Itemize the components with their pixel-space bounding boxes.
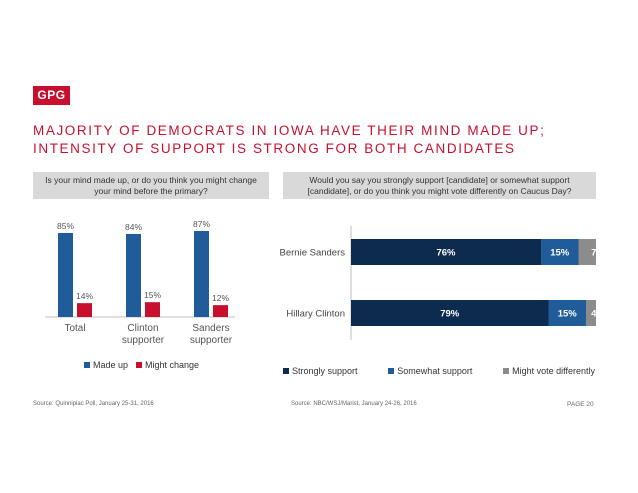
segment-might-vote-differently-1 xyxy=(578,239,596,265)
segment-label-strongly-support-2: 79% xyxy=(440,309,460,320)
bar-label-might-change-3: 12% xyxy=(212,293,229,303)
legend-label: Strongly support xyxy=(292,366,358,376)
bar-label-might-change-1: 14% xyxy=(76,291,93,301)
legend-swatch xyxy=(503,368,510,374)
legend-item-might-change: Might change xyxy=(136,360,199,370)
segment-somewhat-support-1 xyxy=(541,239,579,265)
page-number: PAGE 20 xyxy=(567,401,594,408)
segment-might-vote-differently-2 xyxy=(586,300,596,326)
segment-label-somewhat-support-1: 15% xyxy=(550,248,570,259)
legend-item-somewhat-support: Somewhat support xyxy=(388,366,472,376)
legend-label: Might change xyxy=(145,360,200,370)
legend-label: Made up xyxy=(93,360,129,370)
bar-made-up-2 xyxy=(126,233,141,317)
right-chart-legend: Strongly support Somewhat support Might vo… xyxy=(283,366,603,376)
segment-somewhat-support-2 xyxy=(548,300,586,326)
x-tick-label-3-1: Sanders xyxy=(192,323,229,334)
segment-label-strongly-support-1: 76% xyxy=(436,248,456,259)
legend-swatch xyxy=(283,368,289,374)
bar-might-change-3 xyxy=(213,305,228,317)
segment-label-might-vote-differently-1: 7% xyxy=(591,248,605,259)
bar-might-change-1 xyxy=(77,303,92,317)
gpg-logo: GPG xyxy=(33,86,70,105)
x-tick-label-2-2: supporter xyxy=(122,335,165,346)
bar-label-made-up-2: 84% xyxy=(125,222,142,232)
segment-label-might-vote-differently-2: 4% xyxy=(591,309,605,320)
y-tick-label-1: Bernie Sanders xyxy=(280,248,346,259)
legend-label: Might vote differently xyxy=(512,366,595,376)
y-tick-label-2: Hillary Clinton xyxy=(286,309,345,320)
bar-made-up-3 xyxy=(194,231,209,317)
legend-item-made-up: Made up xyxy=(84,360,128,370)
x-tick-label-3-2: supporter xyxy=(190,335,233,346)
segment-strongly-support-2 xyxy=(351,300,549,326)
right-source-note: Source: NBC/WSJ/Marist, January 24-26, 2… xyxy=(291,401,417,407)
right-question-text: Would you say you strongly support [cand… xyxy=(307,175,572,196)
bar-might-change-2 xyxy=(145,302,160,317)
bar-label-might-change-2: 15% xyxy=(144,290,161,300)
bar-made-up-1 xyxy=(58,232,73,317)
legend-label: Somewhat support xyxy=(397,366,473,376)
legend-item-strongly-support: Strongly support xyxy=(283,366,358,376)
right-question-box: Would you say you strongly support [cand… xyxy=(283,172,596,199)
left-chart-legend: Made up Might change xyxy=(84,360,207,370)
bar-label-made-up-1: 85% xyxy=(57,221,74,231)
segment-label-somewhat-support-2: 15% xyxy=(558,309,578,320)
legend-item-might-vote-differently: Might vote differently xyxy=(503,366,595,376)
left-source-note: Source: Quinnipiac Poll, January 25-31, … xyxy=(33,401,154,407)
left-question-text: Is your mind made up, or do you think yo… xyxy=(45,175,257,196)
legend-swatch xyxy=(388,368,395,374)
x-tick-label-2-1: Clinton xyxy=(127,323,158,334)
legend-swatch xyxy=(136,362,143,368)
legend-swatch xyxy=(84,362,90,368)
slide-title: MAJORITY OF DEMOCRATS IN IOWA HAVE THEIR… xyxy=(33,123,546,156)
x-tick-label-1-1: Total xyxy=(64,323,85,334)
left-question-box: Is your mind made up, or do you think yo… xyxy=(33,172,269,199)
bar-label-made-up-3: 87% xyxy=(193,219,210,229)
segment-strongly-support-1 xyxy=(351,239,541,265)
